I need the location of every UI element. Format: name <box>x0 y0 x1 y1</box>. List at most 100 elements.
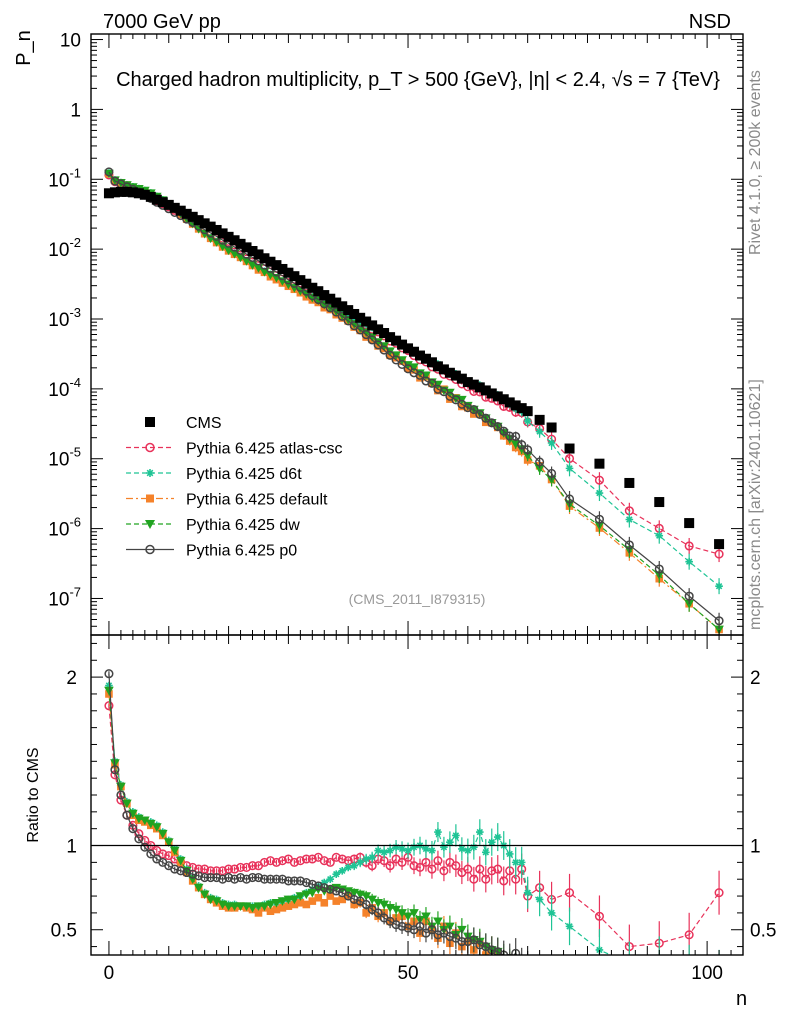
ratio-tick-label-right: 0.5 <box>750 921 776 942</box>
cms-point <box>414 350 425 361</box>
cms-point <box>534 414 545 425</box>
ratio-point-pythia-6-425-d6t <box>505 850 514 858</box>
cms-point <box>337 301 348 312</box>
ratio-point-pythia-6-425-d6t <box>458 845 466 853</box>
ratio-point-pythia-6-425-atlas-csc <box>421 857 431 867</box>
ratio-point-pythia-6-425-atlas-csc <box>385 861 395 871</box>
point-pythia-6-425-p0 <box>535 457 545 467</box>
ratio-point-pythia-6-425-dw <box>265 900 276 910</box>
cms-point <box>385 332 396 343</box>
point-pythia-6-425-d6t <box>595 489 604 497</box>
ratio-point-pythia-6-425-p0 <box>230 874 240 884</box>
ratio-point-pythia-6-425-dw <box>163 838 174 847</box>
ratio-point-pythia-6-425-atlas-csc <box>265 856 275 866</box>
point-pythia-6-425-atlas-csc <box>714 549 724 559</box>
cms-point <box>325 293 336 304</box>
ratio-point-pythia-6-425-p0 <box>247 872 258 883</box>
cms-point <box>295 275 306 286</box>
point-pythia-6-425-p0 <box>391 355 401 365</box>
ratio-point-pythia-6-425-atlas-csc <box>331 852 341 862</box>
cms-point <box>169 202 180 213</box>
cms-point <box>307 282 318 293</box>
ratio-point-pythia-6-425-d6t <box>380 848 388 857</box>
legend-marker-pythia-6-425-default <box>146 494 154 503</box>
ratio-point-pythia-6-425-atlas-csc <box>247 861 258 871</box>
ratio-point-pythia-6-425-d6t <box>320 878 329 887</box>
ratio-point-pythia-6-425-atlas-csc <box>337 854 347 864</box>
ratio-point-pythia-6-425-atlas-csc <box>325 857 335 867</box>
ratio-point-pythia-6-425-default <box>332 897 341 905</box>
cms-point <box>355 312 366 323</box>
ratio-point-pythia-6-425-d6t <box>386 846 394 855</box>
ratio-point-pythia-6-425-default <box>320 898 329 907</box>
ratio-point-pythia-6-425-p0 <box>277 874 287 884</box>
cms-point <box>187 211 198 222</box>
cms-point <box>456 373 467 384</box>
ratio-point-pythia-6-425-default <box>326 892 335 900</box>
ratio-point-pythia-6-425-atlas-csc <box>439 866 449 876</box>
point-pythia-6-425-d6t <box>715 582 723 590</box>
point-pythia-6-425-default <box>458 402 466 411</box>
ratio-point-pythia-6-425-d6t <box>523 888 532 897</box>
point-pythia-6-425-p0 <box>373 340 383 350</box>
ratio-point-pythia-6-425-dw <box>397 909 407 918</box>
y-tick-label: 10-7 <box>48 584 81 610</box>
point-pythia-6-425-p0 <box>499 426 509 436</box>
cms-point <box>151 194 162 205</box>
point-pythia-6-425-default <box>434 386 442 395</box>
legend-marker-pythia-6-425-d6t <box>146 469 154 477</box>
ratio-point-pythia-6-425-default <box>302 900 311 909</box>
rivet-side-label: Rivet 4.1.0, ≥ 200k events <box>747 70 764 255</box>
cms-point <box>373 324 384 335</box>
cms-point <box>498 394 509 405</box>
ratio-point-pythia-6-425-d6t <box>446 838 454 846</box>
ratio-point-pythia-6-425-p0 <box>283 876 293 886</box>
ratio-point-pythia-6-425-atlas-csc <box>200 864 210 874</box>
cms-point <box>349 308 360 319</box>
point-pythia-6-425-p0 <box>439 387 449 397</box>
ratio-point-pythia-6-425-atlas-csc <box>564 888 575 898</box>
ratio-point-pythia-6-425-dw <box>140 816 150 826</box>
legend-label-cms: CMS <box>186 415 222 432</box>
ratio-point-pythia-6-425-dw <box>295 892 306 901</box>
cms-point <box>145 191 156 202</box>
ratio-point-pythia-6-425-d6t <box>404 846 412 855</box>
y-tick-label: 10-4 <box>48 375 81 401</box>
ratio-point-pythia-6-425-p0 <box>301 878 311 888</box>
point-pythia-6-425-p0 <box>385 350 395 360</box>
ratio-point-pythia-6-425-p0 <box>265 874 275 884</box>
cms-point <box>462 377 473 388</box>
ratio-point-pythia-6-425-default <box>350 900 358 909</box>
point-pythia-6-425-d6t <box>535 427 544 436</box>
ratio-point-pythia-6-425-d6t <box>344 863 353 872</box>
ratio-point-pythia-6-425-d6t <box>410 843 418 852</box>
axes: 10-7 10-6 10-5 10-4 10-3 10-2 10-1 1 10 0.5 0.5 1 1 2… <box>48 31 776 984</box>
ratio-point-pythia-6-425-dw <box>271 898 282 908</box>
cms-point <box>241 242 252 253</box>
y-tick-label: 1 <box>70 100 81 121</box>
mcplots-side-label: mcplots.cern.ch [arXiv:2401.10621] <box>747 379 764 630</box>
point-pythia-6-425-p0 <box>397 359 407 370</box>
point-pythia-6-425-p0 <box>349 321 359 331</box>
ratio-point-pythia-6-425-dw <box>146 819 156 829</box>
ratio-point-pythia-6-425-atlas-csc <box>224 864 234 874</box>
ratio-point-pythia-6-425-atlas-csc <box>307 854 317 864</box>
cms-point <box>247 246 258 257</box>
legend-marker-pythia-6-425-atlas-csc <box>145 442 155 453</box>
ratio-point-pythia-6-425-p0 <box>325 884 335 894</box>
legend-label-pythia-6-425-default: Pythia 6.425 default <box>186 492 328 509</box>
cms-point <box>235 238 246 249</box>
cms-point <box>253 249 264 260</box>
ratio-point-pythia-6-425-p0 <box>295 876 305 886</box>
ratio-point-pythia-6-425-default <box>308 897 317 905</box>
ratio-point-pythia-6-425-d6t <box>440 843 448 852</box>
cms-point <box>265 256 276 267</box>
ratio-point-pythia-6-425-default <box>314 893 323 902</box>
ratio-point-pythia-6-425-default <box>410 917 418 926</box>
chart-title: Charged hadron multiplicity, p_T > 500 {… <box>116 69 720 91</box>
ratio-tick-label: 0.5 <box>51 921 77 942</box>
ratio-point-pythia-6-425-p0 <box>128 824 138 834</box>
ratio-point-pythia-6-425-d6t <box>350 861 358 870</box>
ratio-point-pythia-6-425-p0 <box>475 940 485 950</box>
ratio-point-pythia-6-425-d6t <box>428 846 436 855</box>
